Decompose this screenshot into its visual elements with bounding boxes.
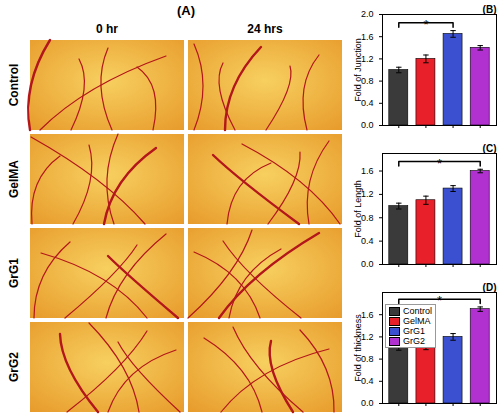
svg-text:0.0: 0.0 (361, 120, 374, 130)
html-text:GrG2: GrG2 (403, 336, 425, 346)
svg-text:0.0: 0.0 (361, 259, 374, 269)
svg-text:0.0: 0.0 (361, 398, 374, 408)
svg-text:24 hrs: 24 hrs (247, 22, 283, 36)
svg-text:(D): (D) (483, 282, 497, 293)
svg-text:(A): (A) (177, 3, 195, 18)
svg-text:Control: Control (7, 64, 21, 107)
html-text:Control: Control (403, 305, 432, 316)
svg-text:0.8: 0.8 (361, 76, 374, 86)
html-text:GrG1: GrG1 (403, 325, 425, 336)
svg-text:0.4: 0.4 (361, 236, 374, 246)
svg-text:Fold of thickness: Fold of thickness (353, 314, 363, 382)
svg-text:2.0: 2.0 (361, 9, 374, 19)
svg-text:*: * (423, 17, 428, 32)
svg-text:Fold of Length: Fold of Length (353, 180, 363, 238)
svg-text:*: * (437, 293, 442, 308)
svg-text:GrG2: GrG2 (7, 352, 21, 382)
svg-text:0.8: 0.8 (361, 354, 374, 364)
svg-text:(B): (B) (483, 4, 497, 15)
svg-text:0 hr: 0 hr (96, 22, 118, 36)
svg-text:0.8: 0.8 (361, 212, 374, 223)
svg-text:1.2: 1.2 (361, 53, 374, 64)
svg-text:1.6: 1.6 (361, 166, 374, 176)
svg-text:0.4: 0.4 (361, 98, 374, 109)
svg-text:1.2: 1.2 (361, 331, 374, 342)
svg-text:(C): (C) (483, 143, 497, 154)
svg-text:Fold of Junction: Fold of Junction (353, 38, 363, 102)
svg-text:1.6: 1.6 (361, 309, 374, 320)
svg-text:GelMA: GelMA (7, 160, 21, 198)
svg-text:1.6: 1.6 (361, 31, 374, 42)
html-text:GelMA: GelMA (403, 315, 431, 326)
svg-text:0.4: 0.4 (361, 376, 374, 387)
svg-text:1.2: 1.2 (361, 189, 374, 200)
svg-text:GrG1: GrG1 (7, 258, 21, 288)
svg-text:*: * (437, 156, 442, 171)
